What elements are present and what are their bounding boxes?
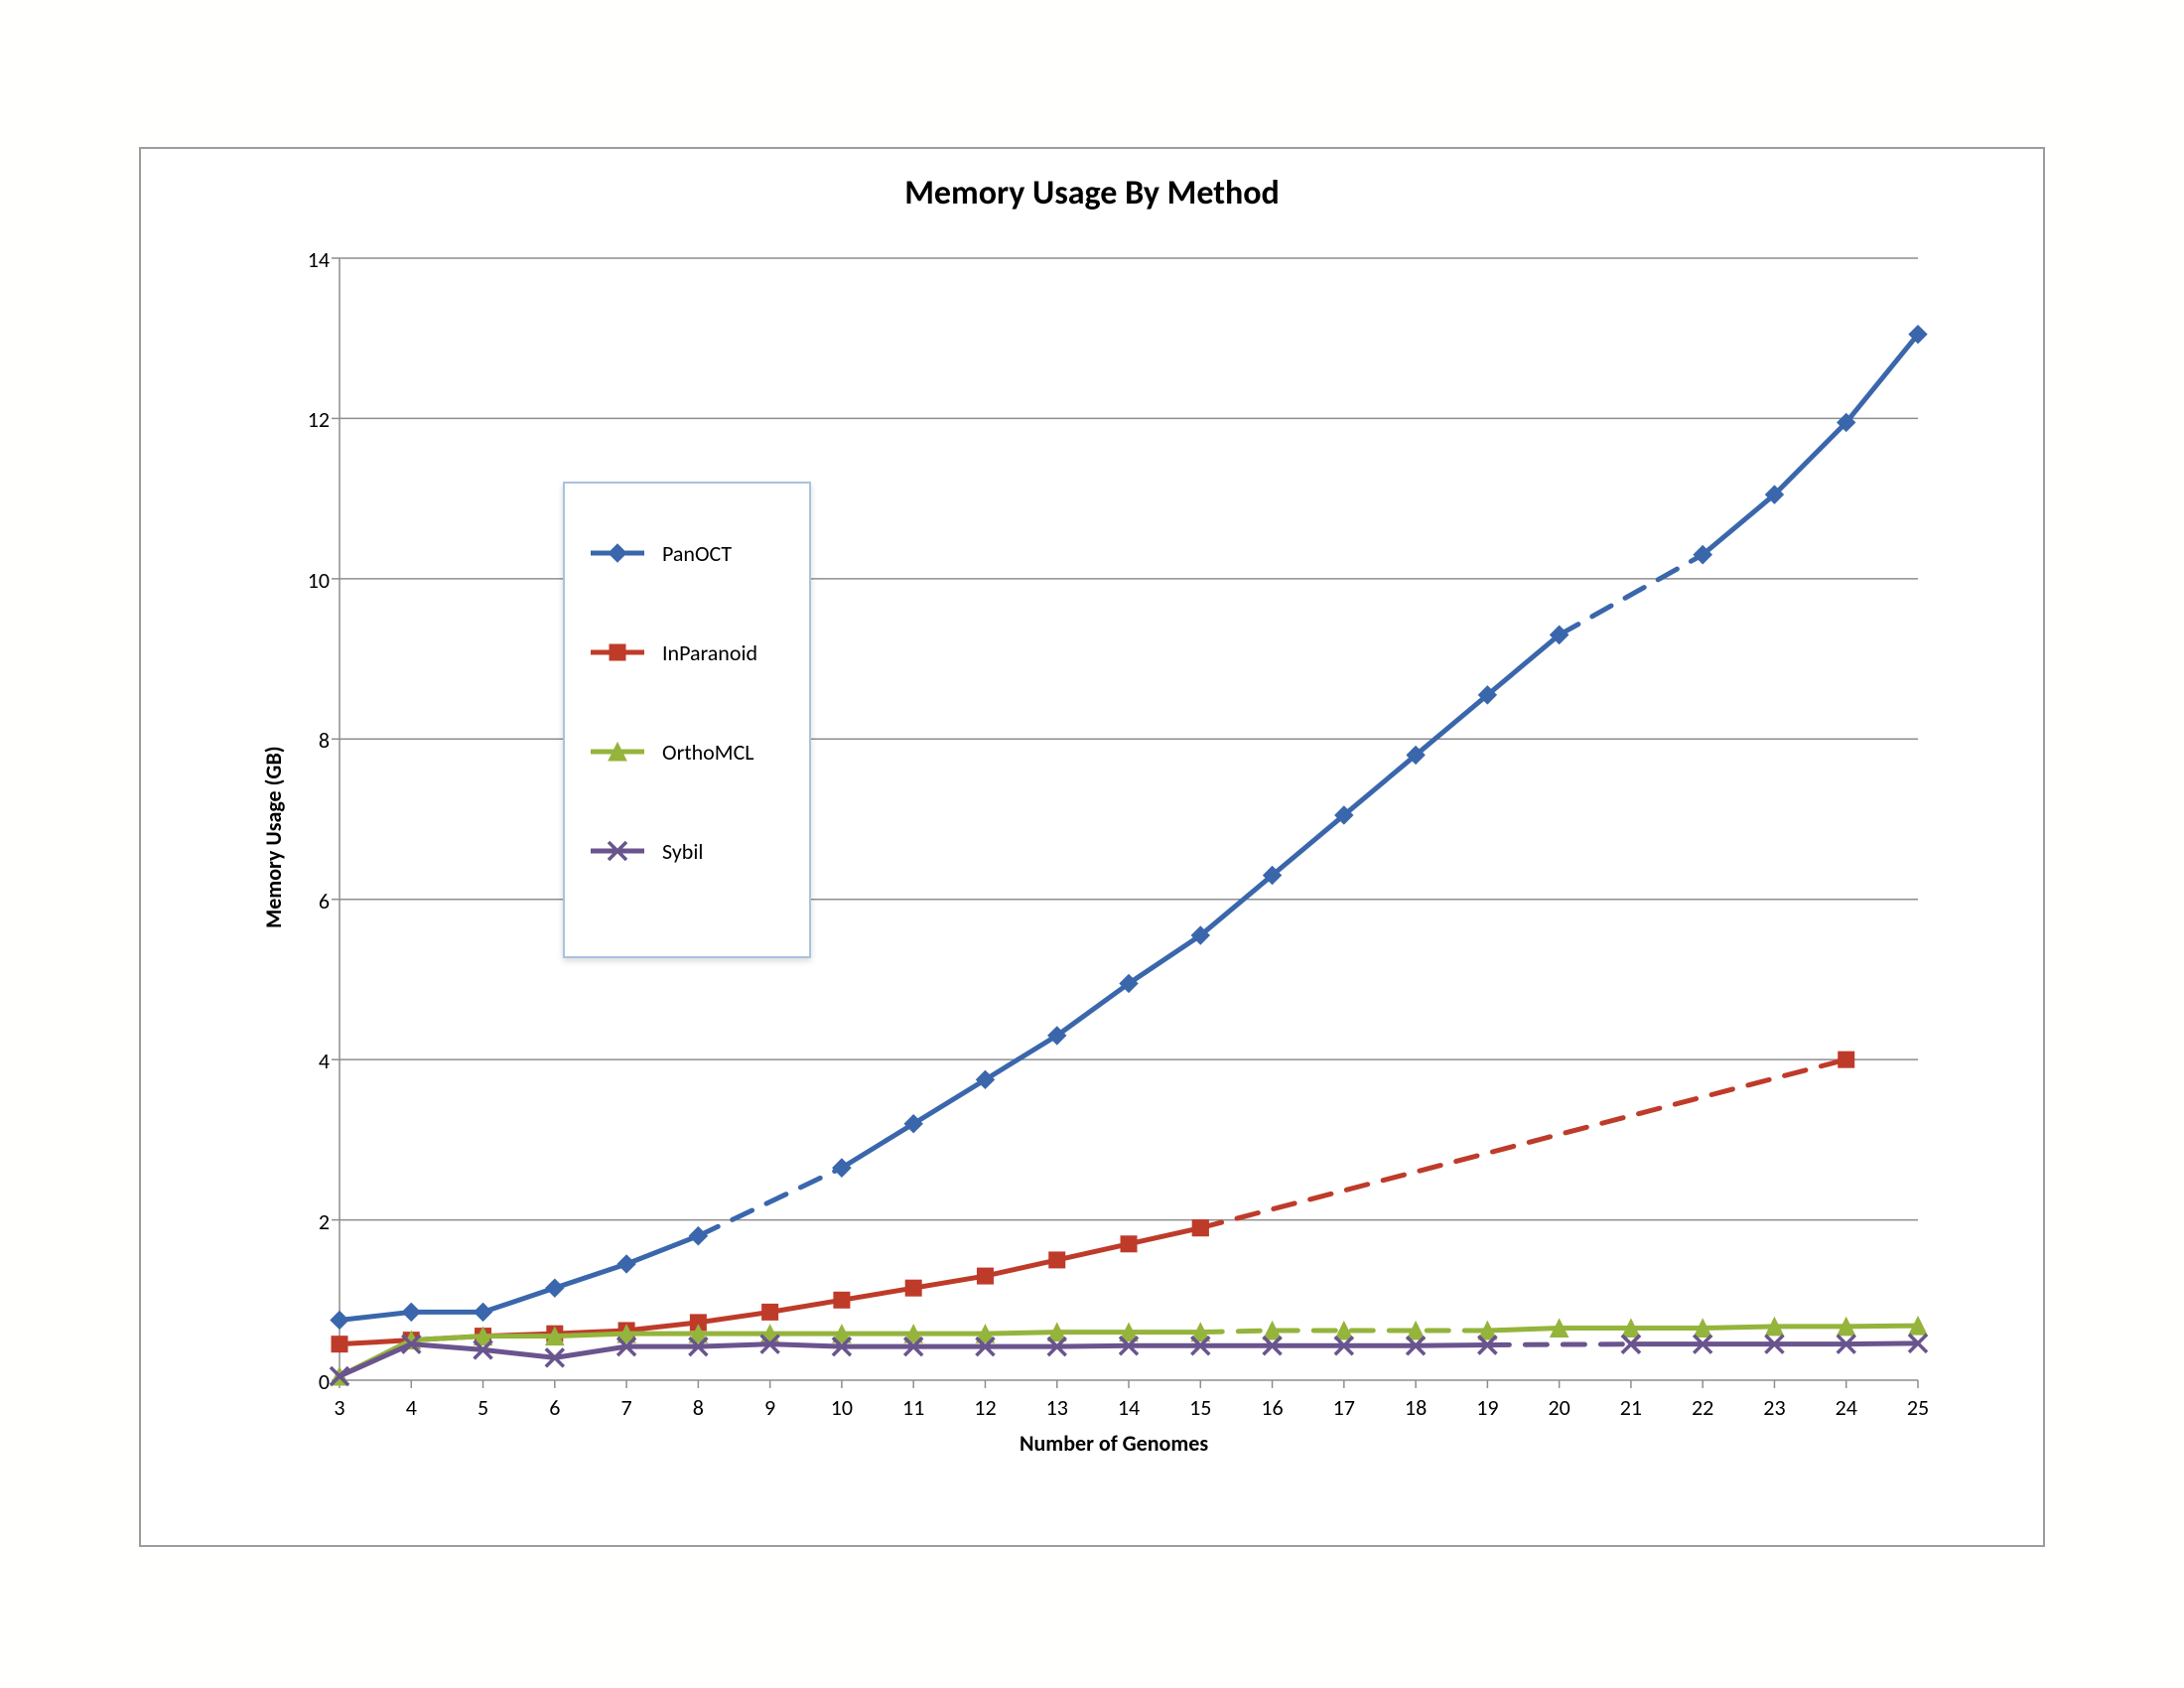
legend-label: OrthoMCL: [662, 739, 754, 766]
x-tick-label: 24: [1832, 1394, 1861, 1421]
x-tick-label: 6: [540, 1394, 570, 1421]
x-tick-label: 9: [755, 1394, 785, 1421]
x-tick-label: 10: [827, 1394, 857, 1421]
legend: PanOCT InParanoid OrthoMCL Sybil: [563, 482, 811, 958]
y-tick-label: 14: [290, 246, 330, 273]
legend-item: Sybil: [591, 801, 783, 901]
legend-swatch: [591, 538, 644, 568]
x-tick-label: 12: [970, 1394, 1000, 1421]
x-tick-label: 25: [1903, 1394, 1933, 1421]
x-tick-label: 23: [1759, 1394, 1789, 1421]
chart-frame: Memory Usage By Method Memory Usage (GB)…: [139, 147, 2045, 1547]
y-axis-label: Memory Usage (GB): [260, 746, 287, 928]
x-tick-label: 7: [612, 1394, 641, 1421]
y-tick-label: 0: [290, 1368, 330, 1395]
legend-label: Sybil: [662, 838, 703, 865]
x-tick-label: 11: [898, 1394, 928, 1421]
legend-item: InParanoid: [591, 603, 783, 702]
x-tick-label: 14: [1114, 1394, 1144, 1421]
legend-item: OrthoMCL: [591, 702, 783, 801]
x-tick-label: 18: [1401, 1394, 1431, 1421]
x-tick-label: 15: [1185, 1394, 1215, 1421]
x-tick-label: 17: [1329, 1394, 1359, 1421]
x-tick-label: 16: [1258, 1394, 1288, 1421]
page: Memory Usage By Method Memory Usage (GB)…: [0, 0, 2184, 1688]
x-tick-label: 22: [1688, 1394, 1717, 1421]
y-tick-label: 10: [290, 567, 330, 594]
y-tick-label: 2: [290, 1208, 330, 1235]
y-tick-label: 8: [290, 727, 330, 754]
x-tick-label: 20: [1545, 1394, 1574, 1421]
x-tick-label: 19: [1472, 1394, 1502, 1421]
chart-title: Memory Usage By Method: [141, 173, 2043, 213]
legend-swatch: [591, 637, 644, 667]
y-tick-label: 4: [290, 1048, 330, 1074]
y-tick-label: 6: [290, 888, 330, 914]
x-axis-label: Number of Genomes: [1020, 1430, 1208, 1457]
x-tick-label: 8: [683, 1394, 713, 1421]
legend-label: InParanoid: [662, 639, 757, 666]
x-tick-label: 21: [1616, 1394, 1646, 1421]
y-tick-label: 12: [290, 406, 330, 433]
legend-swatch: [591, 737, 644, 767]
legend-swatch: [591, 836, 644, 866]
legend-label: PanOCT: [662, 540, 732, 567]
x-tick-label: 3: [325, 1394, 354, 1421]
x-tick-label: 5: [469, 1394, 498, 1421]
legend-item: PanOCT: [591, 503, 783, 603]
x-tick-label: 4: [396, 1394, 426, 1421]
x-tick-label: 13: [1042, 1394, 1072, 1421]
